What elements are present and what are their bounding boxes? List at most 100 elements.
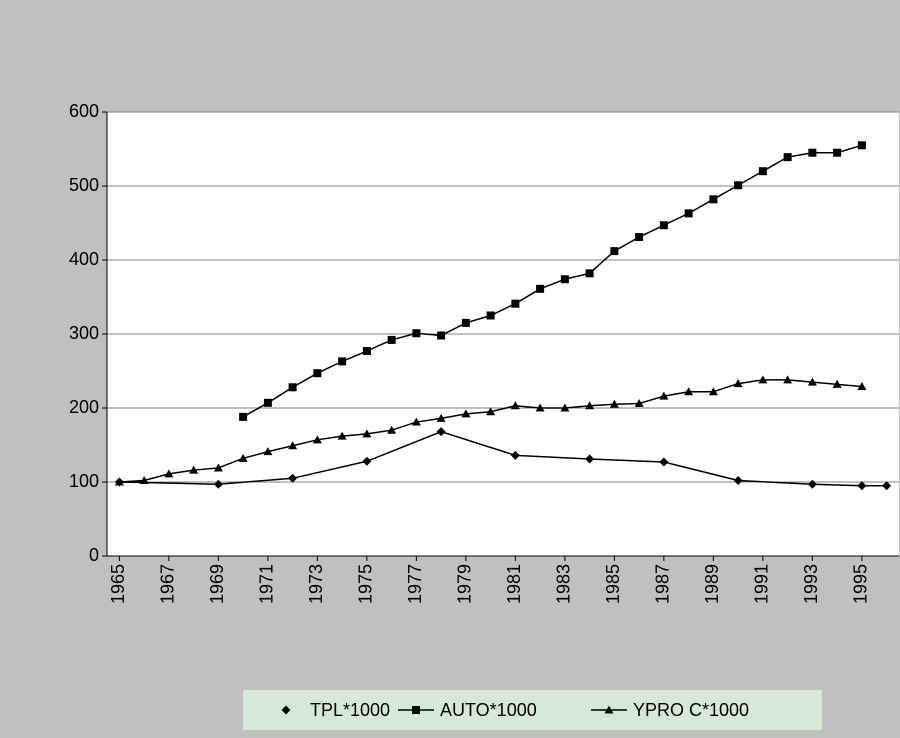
marker <box>263 398 272 407</box>
marker <box>139 476 149 485</box>
marker <box>807 479 817 489</box>
marker <box>708 387 718 396</box>
x-tick-label: 1965 <box>108 564 128 604</box>
marker <box>362 429 372 438</box>
marker <box>288 441 298 450</box>
marker <box>535 403 545 412</box>
marker <box>486 311 495 320</box>
marker <box>659 221 668 230</box>
marker <box>486 407 496 416</box>
marker <box>857 382 867 391</box>
marker <box>412 329 421 338</box>
legend-label: TPL*1000 <box>310 700 390 720</box>
marker <box>288 383 297 392</box>
marker <box>337 431 347 440</box>
legend-marker <box>412 706 420 714</box>
legend-marker <box>604 705 614 714</box>
marker <box>659 457 669 467</box>
marker <box>560 403 570 412</box>
marker <box>684 209 693 218</box>
x-tick-label: 1971 <box>257 564 277 604</box>
x-tick-label: 1989 <box>702 564 722 604</box>
marker <box>635 233 644 242</box>
marker <box>436 413 446 422</box>
marker <box>189 465 199 474</box>
marker <box>213 463 223 472</box>
x-tick-label: 1969 <box>207 564 227 604</box>
marker <box>659 391 669 400</box>
marker <box>560 275 569 284</box>
marker <box>585 269 594 278</box>
marker <box>585 401 595 410</box>
marker <box>808 148 817 157</box>
x-tick-label: 1981 <box>504 564 524 604</box>
y-tick-label: 200 <box>69 397 99 417</box>
marker <box>362 347 371 356</box>
x-tick-label: 1985 <box>603 564 623 604</box>
marker <box>238 453 248 462</box>
marker <box>313 369 322 378</box>
legend-label: AUTO*1000 <box>440 700 537 720</box>
y-tick-label: 300 <box>69 323 99 343</box>
x-tick-label: 1977 <box>405 564 425 604</box>
marker <box>362 456 372 466</box>
marker <box>758 167 767 176</box>
marker <box>511 299 520 308</box>
x-tick-label: 1983 <box>554 564 574 604</box>
legend-marker <box>281 705 291 715</box>
marker <box>832 379 842 388</box>
marker <box>461 318 470 327</box>
legend-label: YPRO C*1000 <box>633 700 749 720</box>
marker <box>263 447 273 456</box>
marker <box>758 375 768 384</box>
y-tick-label: 0 <box>89 545 99 565</box>
y-tick-label: 500 <box>69 175 99 195</box>
x-tick-label: 1967 <box>158 564 178 604</box>
marker <box>338 357 347 366</box>
marker <box>709 195 718 204</box>
marker <box>239 412 248 421</box>
marker <box>387 335 396 344</box>
marker <box>882 481 892 491</box>
marker <box>288 473 298 483</box>
marker <box>213 479 223 489</box>
marker <box>833 148 842 157</box>
marker <box>807 377 817 386</box>
marker <box>783 153 792 162</box>
marker <box>461 409 471 418</box>
marker <box>585 454 595 464</box>
x-tick-label: 1987 <box>653 564 673 604</box>
y-tick-label: 600 <box>69 101 99 121</box>
marker <box>536 284 545 293</box>
marker <box>857 481 867 491</box>
x-tick-label: 1991 <box>752 564 772 604</box>
marker <box>733 476 743 486</box>
series-line <box>119 430 887 487</box>
marker <box>783 375 793 384</box>
marker <box>436 427 446 437</box>
marker <box>387 425 397 434</box>
series-line <box>242 144 863 418</box>
marker <box>312 435 322 444</box>
marker <box>164 469 174 478</box>
marker <box>411 417 421 426</box>
marker <box>733 379 743 388</box>
marker <box>610 247 619 256</box>
marker <box>609 399 619 408</box>
marker <box>684 387 694 396</box>
marker <box>510 401 520 410</box>
x-tick-label: 1973 <box>306 564 326 604</box>
x-tick-label: 1979 <box>455 564 475 604</box>
marker <box>510 450 520 460</box>
marker <box>734 181 743 190</box>
marker <box>857 141 866 150</box>
y-tick-label: 400 <box>69 249 99 269</box>
y-tick-label: 100 <box>69 471 99 491</box>
marker <box>634 399 644 408</box>
marker <box>437 331 446 340</box>
legend-box <box>243 690 822 730</box>
x-tick-label: 1975 <box>356 564 376 604</box>
x-tick-label: 1993 <box>801 564 821 604</box>
marker <box>114 477 124 486</box>
